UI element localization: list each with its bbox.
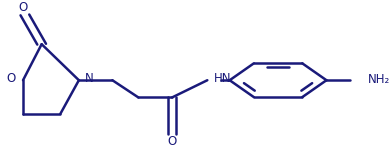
Text: O: O xyxy=(18,1,28,14)
Text: NH₂: NH₂ xyxy=(368,73,390,85)
Text: O: O xyxy=(167,135,176,148)
Text: N: N xyxy=(85,72,94,85)
Text: O: O xyxy=(7,72,16,85)
Text: HN: HN xyxy=(214,72,232,85)
